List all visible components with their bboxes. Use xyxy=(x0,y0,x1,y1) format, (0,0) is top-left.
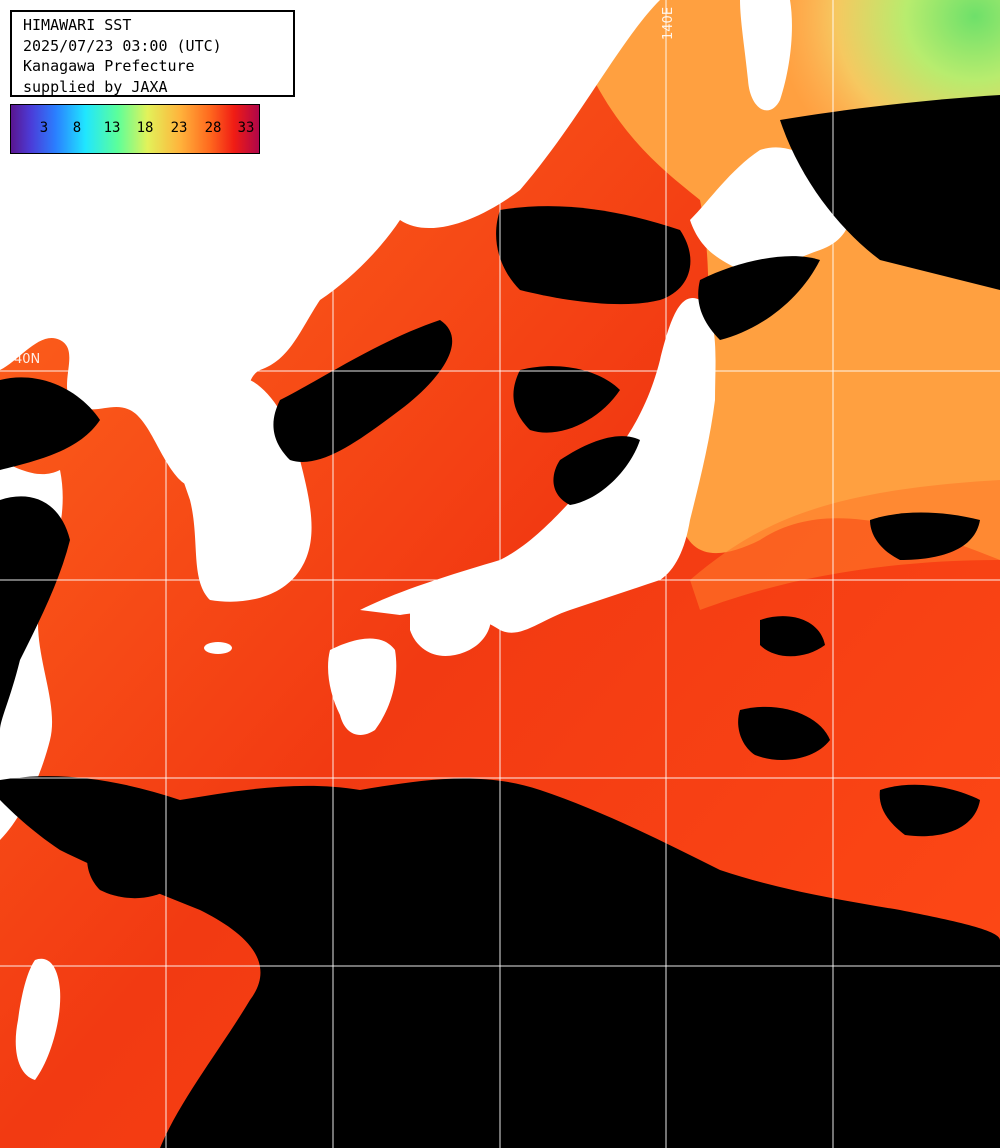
data-credit: supplied by JAXA xyxy=(23,77,168,96)
colorbar-tick-18: 18 xyxy=(136,120,154,136)
sakhalin xyxy=(740,0,792,111)
dokdo-island xyxy=(204,642,232,654)
colorbar-tick-23: 23 xyxy=(170,120,188,136)
kuroshio-band xyxy=(690,480,1000,610)
kyushu xyxy=(328,638,397,735)
lon-label-140e: 140E xyxy=(661,6,676,40)
map-info-box: HIMAWARI SST 2025/07/23 03:00 (UTC) Kana… xyxy=(10,10,295,97)
taiwan xyxy=(15,958,61,1080)
product-title: HIMAWARI SST xyxy=(23,16,132,34)
region-name: Kanagawa Prefecture xyxy=(23,57,195,75)
colorbar-tick-28: 28 xyxy=(204,120,222,136)
lat-label-40n: 40N xyxy=(14,352,41,367)
colorbar-tick-13: 13 xyxy=(103,120,121,136)
colorbar-tick-3: 3 xyxy=(39,120,49,136)
colorbar-tick-33: 33 xyxy=(237,120,255,136)
lat-label-30n: 30N xyxy=(14,759,41,774)
honshu xyxy=(360,298,716,633)
colorbar-tick-8: 8 xyxy=(72,120,82,136)
observation-time: 2025/07/23 03:00 (UTC) xyxy=(23,36,222,55)
temperature-colorbar xyxy=(10,104,260,154)
